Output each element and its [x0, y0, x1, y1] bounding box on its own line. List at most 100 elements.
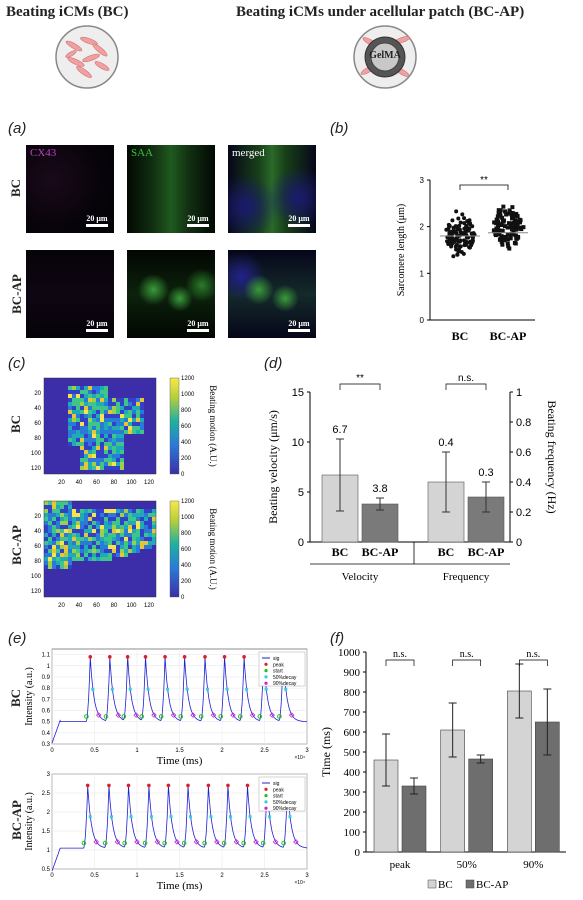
- heatmap-cell: [48, 525, 52, 529]
- intensity-trace-bc: 0 0.5 1 1.5 2 2.5 3 0.3 0.4 0.5 0.6 0.7 0.8 0.9 1 1.1 si…: [24, 648, 309, 767]
- heatmap-cell: [96, 513, 100, 517]
- heatmap-cell: [96, 462, 100, 466]
- heatmap-cell: [108, 454, 112, 458]
- heatmap-cell: [88, 541, 92, 545]
- decay50-marker: [209, 815, 213, 819]
- decay90-marker: [210, 712, 217, 718]
- heatmap-cell: [68, 549, 72, 553]
- heatmap-cell: [52, 549, 56, 553]
- heatmap-cell: [100, 545, 104, 549]
- x-category-label: BC-AP: [468, 545, 505, 559]
- heatmap-cell: [52, 509, 56, 513]
- signal-trace: [51, 785, 307, 872]
- heatmap-cell: [72, 529, 76, 533]
- heatmap-cell: [132, 541, 136, 545]
- heatmap-cell: [140, 414, 144, 418]
- bar-value-label: 3.8: [372, 483, 387, 495]
- heatmap-cell: [100, 553, 104, 557]
- start-marker: [103, 714, 109, 719]
- heatmap-cell: [64, 545, 68, 549]
- heatmap-cell: [88, 402, 92, 406]
- heatmap-cell: [112, 438, 116, 442]
- heatmap-cell: [128, 517, 132, 521]
- heatmap-cell: [148, 545, 152, 549]
- data-point-bc: [460, 212, 465, 217]
- heatmap-cell: [148, 509, 152, 513]
- heatmap-cell: [72, 521, 76, 525]
- heatmap-cell: [120, 462, 124, 466]
- y-tick-label: 1000: [338, 647, 361, 659]
- left-y-tick-label: 5: [298, 487, 304, 499]
- heatmap-cell: [52, 505, 56, 509]
- panel-label-a: (a): [8, 120, 27, 137]
- heatmap-cell: [80, 462, 84, 466]
- panel-label-b: (b): [330, 120, 349, 137]
- decay90-marker: [193, 839, 200, 845]
- heatmap-cell: [68, 529, 72, 533]
- heatmap-cell: [140, 430, 144, 434]
- heatmap-cell: [140, 398, 144, 402]
- bar-value-label: 6.7: [332, 424, 347, 436]
- heatmap-cell: [44, 529, 48, 533]
- heatmap-cell: [120, 549, 124, 553]
- data-point-bc: [453, 230, 458, 235]
- heatmap-cell: [48, 565, 52, 569]
- heatmap-cell: [80, 545, 84, 549]
- heatmap-cell: [124, 402, 128, 406]
- heatmap-cell: [76, 537, 80, 541]
- heatmap-cell: [68, 430, 72, 434]
- heatmap-cell: [84, 410, 88, 414]
- heatmap-cell: [120, 509, 124, 513]
- colorbar-tick-label: 600: [181, 424, 192, 430]
- heatmap-cell: [92, 418, 96, 422]
- heatmap-cell: [88, 462, 92, 466]
- heatmap-cell: [108, 398, 112, 402]
- data-point-bc-ap: [508, 236, 513, 241]
- heatmap-cell: [124, 509, 128, 513]
- heatmap-cell: [80, 553, 84, 557]
- heatmap-cell: [100, 406, 104, 410]
- heatmap-cell: [64, 533, 68, 537]
- heatmap-cell: [80, 430, 84, 434]
- data-point-bc-ap: [497, 222, 502, 227]
- heatmap-cell: [136, 533, 140, 537]
- heatmap-cell: [84, 426, 88, 430]
- decay50-marker: [110, 815, 113, 819]
- significance-bracket: [385, 659, 415, 666]
- heatmap-cell: [44, 509, 48, 513]
- heatmap-cell: [144, 517, 148, 521]
- y-tick-label: 100: [31, 451, 42, 457]
- heatmap-cell: [132, 529, 136, 533]
- heatmap-cell: [116, 426, 120, 430]
- data-point-bc-ap: [515, 214, 520, 219]
- decay90-marker: [114, 839, 121, 845]
- heatmap-cell: [112, 450, 116, 454]
- legend-label: start: [273, 794, 283, 800]
- heatmap-cell: [136, 402, 140, 406]
- x-tick-label: 1.5: [175, 748, 184, 754]
- data-point-bc-ap: [504, 212, 509, 217]
- heatmap-cell: [44, 565, 48, 569]
- y-tick-label: 3: [47, 772, 51, 778]
- data-point-bc: [453, 244, 458, 249]
- heatmap-cell: [80, 398, 84, 402]
- heatmap-cell: [96, 414, 100, 418]
- heatmap-cell: [104, 414, 108, 418]
- data-point-bc-ap: [510, 205, 515, 210]
- legend-swatch: [465, 879, 475, 889]
- heatmap-cell: [148, 521, 152, 525]
- bc-ap-title: Beating iCMs under acellular patch (BC-A…: [236, 4, 525, 20]
- heatmap-cell: [96, 521, 100, 525]
- x-tick-label: 1: [135, 748, 139, 754]
- heatmap-cell: [72, 442, 76, 446]
- legend-label: 90%decay: [273, 806, 297, 812]
- decay90-marker: [174, 839, 180, 845]
- heatmap-cell: [136, 521, 140, 525]
- heatmap-cell: [52, 525, 56, 529]
- right-y-axis-label: Beating frequency (Hz): [545, 400, 559, 513]
- heatmap-cell: [44, 521, 48, 525]
- heatmap-cell: [68, 418, 72, 422]
- heatmap-cell: [52, 541, 56, 545]
- heatmap-cell: [84, 557, 88, 561]
- significance-label: n.s.: [458, 373, 474, 384]
